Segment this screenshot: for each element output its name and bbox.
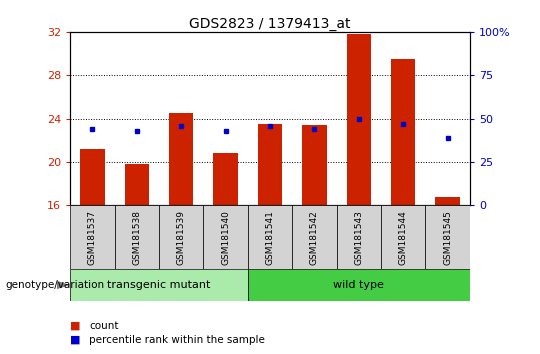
Bar (248, 205, 292, 269)
Text: GSM181542: GSM181542 (310, 210, 319, 264)
Title: GDS2823 / 1379413_at: GDS2823 / 1379413_at (189, 17, 351, 31)
Bar (114, 205, 159, 269)
Text: GSM181543: GSM181543 (354, 210, 363, 265)
Polygon shape (57, 281, 70, 289)
Bar (125, 164, 149, 205)
Bar (258, 124, 282, 205)
Text: GSM181540: GSM181540 (221, 210, 230, 265)
Text: percentile rank within the sample: percentile rank within the sample (89, 335, 265, 345)
Text: wild type: wild type (333, 280, 384, 290)
Text: GSM181539: GSM181539 (177, 210, 186, 265)
Text: ■: ■ (70, 335, 80, 345)
Bar (169, 113, 193, 205)
Text: GSM181537: GSM181537 (88, 210, 97, 265)
Text: genotype/variation: genotype/variation (5, 280, 105, 290)
Bar (204, 205, 248, 269)
Bar (248, 269, 470, 301)
Bar (159, 205, 204, 269)
Bar (435, 197, 460, 205)
Bar (347, 34, 371, 205)
Text: GSM181541: GSM181541 (266, 210, 274, 265)
Bar (302, 125, 327, 205)
Text: count: count (89, 321, 119, 331)
Text: GSM181538: GSM181538 (132, 210, 141, 265)
Bar (80, 149, 105, 205)
Text: GSM181545: GSM181545 (443, 210, 452, 265)
Bar (336, 205, 381, 269)
Bar (70, 269, 248, 301)
Bar (213, 153, 238, 205)
Text: GSM181544: GSM181544 (399, 210, 408, 264)
Bar (70, 205, 114, 269)
Text: ■: ■ (70, 321, 80, 331)
Bar (391, 59, 415, 205)
Bar (292, 205, 336, 269)
Text: transgenic mutant: transgenic mutant (107, 280, 211, 290)
Bar (426, 205, 470, 269)
Bar (381, 205, 426, 269)
